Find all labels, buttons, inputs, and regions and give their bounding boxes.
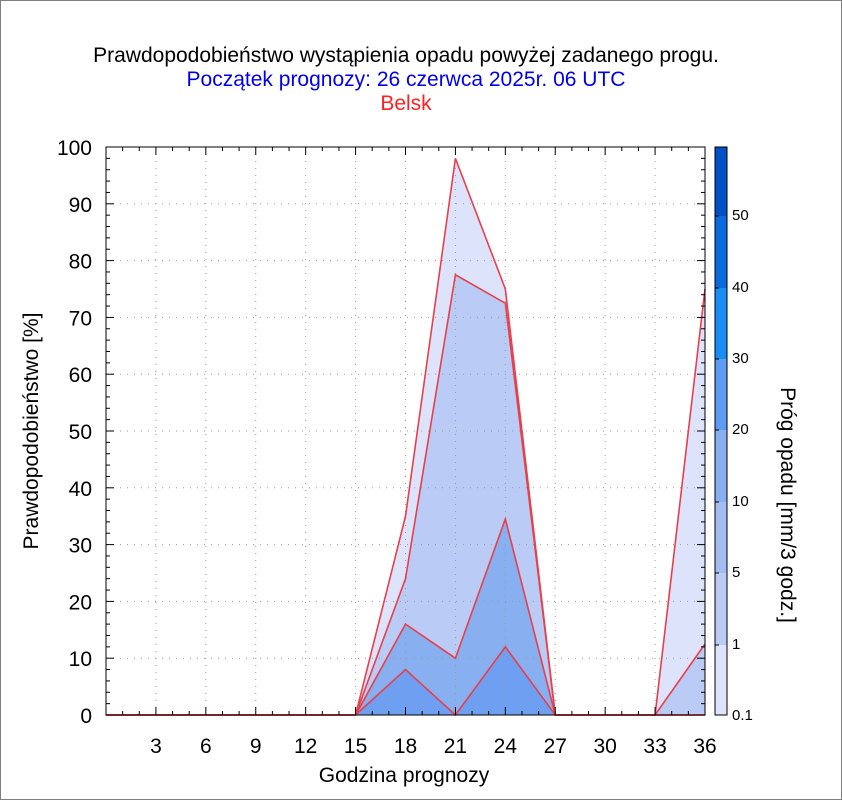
- y-tick-label: 60: [69, 364, 92, 387]
- threshold-colorbar: 0.1 1 5 10 20 30 40 50: [714, 146, 753, 724]
- x-tick-label: 15: [344, 735, 367, 758]
- x-axis-label: Godzina prognozy: [319, 764, 490, 787]
- colorbar-segment: [715, 573, 727, 645]
- chart-title: Prawdopodobieństwo wystąpienia opadu pow…: [93, 44, 719, 67]
- colorbar-label: 40: [732, 279, 749, 296]
- y-tick-label: 20: [69, 591, 92, 614]
- y-tick-label: 30: [69, 535, 92, 558]
- x-tick-label: 33: [643, 735, 666, 758]
- colorbar-label: 50: [732, 207, 749, 224]
- y-tick-label: 90: [69, 194, 92, 217]
- x-tick-label: 6: [200, 735, 212, 758]
- x-tick-label: 18: [394, 735, 417, 758]
- colorbar-segment: [715, 645, 727, 715]
- colorbar-segment: [715, 430, 727, 502]
- chart-subtitle: Początek prognozy: 26 czerwca 2025r. 06 …: [187, 68, 626, 91]
- colorbar-title: Próg opadu [mm/3 godz.]: [776, 387, 799, 623]
- colorbar-segment: [715, 288, 727, 359]
- x-tick-label: 27: [544, 735, 567, 758]
- y-tick-label: 0: [80, 705, 92, 728]
- y-tick-label: 80: [69, 251, 92, 274]
- y-axis-label: Prawdopodobieństwo [%]: [20, 313, 43, 550]
- chart-location: Belsk: [380, 92, 432, 115]
- x-tick-label: 21: [444, 735, 467, 758]
- area-threshold-3: [106, 646, 705, 715]
- colorbar-label: 10: [732, 493, 749, 510]
- colorbar-border: [714, 146, 728, 716]
- colorbar-label: 1: [732, 636, 740, 653]
- y-tick-label: 40: [69, 478, 92, 501]
- x-tick-label: 36: [693, 735, 716, 758]
- x-tick-label: 30: [593, 735, 616, 758]
- x-tick-label: 24: [494, 735, 518, 758]
- y-tick-label: 70: [69, 307, 92, 330]
- probability-areas: [106, 158, 705, 716]
- colorbar-label: 0.1: [732, 707, 753, 724]
- colorbar-label: 30: [732, 350, 749, 367]
- colorbar-segment: [715, 216, 727, 288]
- colorbar-label: 20: [732, 421, 749, 438]
- colorbar-label: 5: [732, 564, 740, 581]
- y-tick-label: 50: [69, 421, 92, 444]
- colorbar-segment: [715, 502, 727, 573]
- x-tick-label: 3: [150, 735, 162, 758]
- colorbar-segment: [715, 359, 727, 430]
- plot-axes: 3 6 9 12 15 18 21 24 27 30 33 360102030405060708090…: [57, 137, 717, 758]
- x-tick-label: 9: [250, 735, 262, 758]
- y-tick-label: 10: [69, 648, 92, 671]
- x-tick-label: 12: [294, 735, 317, 758]
- y-tick-label: 100: [57, 137, 92, 160]
- colorbar-segment: [715, 147, 727, 216]
